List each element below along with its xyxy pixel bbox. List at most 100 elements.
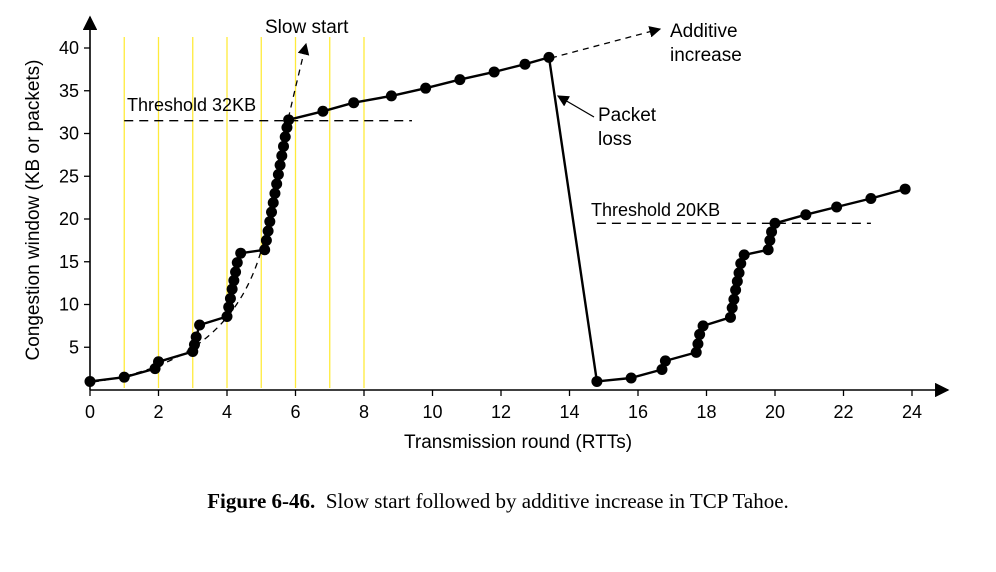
data-point: [726, 302, 738, 314]
y-tick-label: 35: [59, 81, 79, 101]
data-point: [764, 234, 776, 246]
data-point: [730, 284, 742, 296]
data-point: [276, 150, 288, 162]
thresholds: [124, 119, 871, 224]
data-point: [656, 363, 668, 375]
x-tick-label: 12: [491, 402, 511, 422]
additive-label-line1: Additive: [670, 21, 738, 42]
x-tick-label: 22: [833, 402, 853, 422]
data-point: [728, 293, 740, 305]
data-point: [697, 320, 709, 332]
packet-loss-label-line1: Packet: [598, 105, 657, 126]
data-point: [385, 90, 397, 102]
data-point: [800, 209, 812, 221]
data-point: [831, 201, 843, 213]
data-point: [724, 311, 736, 323]
data-point: [543, 51, 555, 63]
data-point: [153, 356, 164, 368]
y-tick-label: 40: [59, 38, 79, 58]
data-point: [271, 178, 283, 190]
data-point: [283, 114, 295, 126]
data-point: [694, 328, 706, 340]
data-point: [231, 257, 243, 269]
data-point: [224, 293, 236, 305]
data-point: [267, 197, 279, 209]
data-point: [692, 338, 704, 350]
data-point: [766, 226, 778, 238]
data-point: [625, 372, 637, 384]
round-markers: [123, 37, 365, 388]
data-point: [591, 375, 603, 387]
data-point: [230, 266, 242, 278]
packet-loss-arrow: [556, 95, 595, 118]
data-point: [194, 319, 206, 331]
data-point: [733, 267, 745, 279]
packet-loss-label-line2: loss: [598, 129, 632, 150]
x-tick-label: 2: [153, 402, 163, 422]
y-tick-label: 5: [69, 337, 79, 357]
data-point: [269, 187, 281, 199]
data-point: [259, 244, 271, 256]
x-axis-label: Transmission round (RTTs): [404, 432, 632, 453]
caption-text: Slow start followed by additive increase…: [325, 489, 789, 513]
x-tick-label: 24: [902, 402, 922, 422]
x-tick-label: 18: [696, 402, 716, 422]
x-tick-label: 8: [359, 402, 369, 422]
series-points: [84, 51, 911, 387]
data-point: [190, 331, 202, 343]
data-point: [317, 105, 329, 117]
data-point: [769, 217, 781, 229]
data-point: [348, 97, 360, 109]
caption-label: Figure 6-46.: [207, 489, 316, 513]
x-tick-label: 6: [290, 402, 300, 422]
data-point: [278, 140, 290, 152]
threshold-label-32kb: Threshold 32KB: [127, 95, 256, 115]
additive-label-line2: increase: [670, 45, 742, 66]
additive-increase-arrow: [550, 26, 662, 59]
x-tick-label: 4: [222, 402, 232, 422]
data-point: [118, 371, 130, 383]
data-point: [84, 375, 96, 387]
data-point: [260, 234, 272, 246]
x-tick-label: 16: [628, 402, 648, 422]
y-tick-label: 15: [59, 252, 79, 272]
data-point: [226, 283, 238, 295]
data-point: [221, 310, 233, 322]
y-tick-label: 30: [59, 124, 79, 144]
data-point: [420, 82, 432, 94]
y-tick-label: 20: [59, 209, 79, 229]
x-tick-label: 10: [422, 402, 442, 422]
data-point: [266, 206, 278, 218]
data-point: [519, 58, 531, 70]
x-ticks: 0 2 4 6 8 10 12 14 16 18 20 22 24: [85, 390, 922, 422]
data-point: [659, 355, 671, 367]
x-tick-label: 14: [559, 402, 579, 422]
data-point: [223, 301, 235, 313]
y-tick-label: 10: [59, 295, 79, 315]
data-point: [690, 346, 702, 358]
slow-start-label: Slow start: [265, 17, 349, 38]
data-point: [454, 74, 466, 86]
data-point: [228, 275, 240, 287]
data-point: [488, 66, 500, 78]
data-point: [262, 225, 274, 237]
data-point: [899, 183, 911, 195]
x-tick-label: 20: [765, 402, 785, 422]
x-tick-label: 0: [85, 402, 95, 422]
threshold-label-20kb: Threshold 20KB: [591, 200, 720, 220]
data-point: [731, 275, 743, 287]
data-point: [762, 244, 774, 256]
y-axis-label: Congestion window (KB or packets): [23, 60, 44, 361]
data-point: [264, 216, 276, 228]
y-tick-label: 25: [59, 166, 79, 186]
data-point: [865, 192, 877, 204]
y-ticks: 5 10 15 20 25 30 35 40: [59, 38, 90, 357]
data-point: [735, 257, 747, 269]
figure-caption: Figure 6-46. Slow start followed by addi…: [0, 489, 996, 514]
data-point: [272, 169, 284, 181]
data-point: [738, 249, 750, 261]
data-point: [235, 247, 247, 259]
data-point: [274, 159, 286, 171]
data-point: [279, 131, 291, 143]
